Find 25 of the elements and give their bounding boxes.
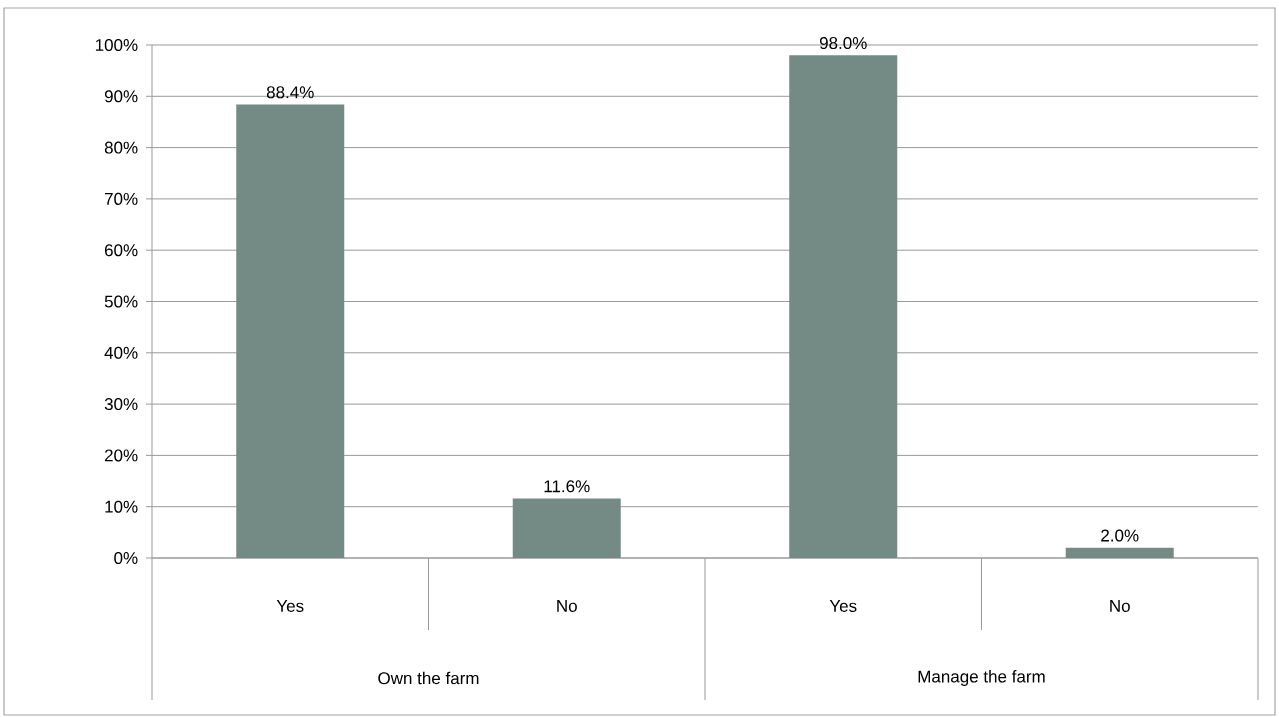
y-tick-label: 10% [105,500,138,513]
y-tick-label: 20% [104,449,138,462]
data-label: 2.0% [1101,529,1139,542]
text: Own the farm [378,671,479,685]
bar [789,55,898,558]
bar [512,498,621,558]
x-tick-label: No [557,600,577,612]
x-tick-label: Yes [276,600,304,612]
y-tick-label: 50% [104,295,138,308]
y-tick-label: 30% [104,398,138,411]
y-tick-label: 80% [104,141,138,154]
data-label: 98.0% [819,37,867,50]
y-tick-label: 100% [95,38,138,52]
y-tick-label: 0% [114,551,138,565]
x-tick-label: No [1110,600,1130,612]
y-tick-label: 40% [104,346,138,359]
y-tick-label: 90% [104,90,138,103]
y-tick-label: 60% [104,244,138,257]
data-label: 11.6% [544,480,590,493]
bar [1065,547,1174,558]
x-tick-label: Yes [829,600,857,612]
y-tick-label: 70% [104,192,138,205]
data-label: 88.4% [266,86,314,99]
text: Manage the farm [918,670,1045,686]
bar [236,104,345,558]
